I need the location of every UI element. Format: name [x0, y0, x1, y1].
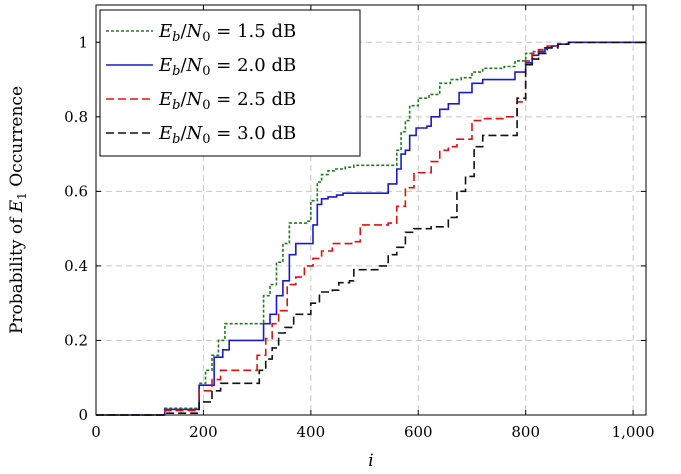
- legend-box: [99, 9, 361, 157]
- tick-group: 0 200 400 600 800 1,000 0 0.2 0.4 0.6 0.8 1: [64, 5, 655, 441]
- series-line-3.0: [96, 41, 646, 416]
- y-tick-label: 0.8: [64, 108, 88, 126]
- y-tick-label: 0.2: [64, 331, 88, 349]
- y-axis-label-var: E: [7, 199, 27, 213]
- legend-entry: Eb/N0 = 1.5 dB: [158, 21, 296, 45]
- y-tick-label: 0.4: [64, 257, 88, 275]
- x-axis-label-text: i: [368, 451, 373, 471]
- series-line-2.5: [96, 41, 646, 416]
- y-tick-label: 0: [78, 406, 88, 424]
- x-tick-label: 400: [297, 423, 326, 441]
- series-line-2.0: [96, 41, 646, 416]
- svg-text:Probability of E1 Occurrence: Probability of E1 Occurrence: [7, 86, 29, 334]
- x-tick-label: 800: [511, 423, 540, 441]
- x-tick-label: 1,000: [612, 423, 655, 441]
- y-tick-label: 0.6: [64, 182, 88, 200]
- x-tick-label: 200: [189, 423, 218, 441]
- legend-entry: Eb/N0 = 2.5 dB: [158, 89, 296, 113]
- series-group: [96, 41, 646, 416]
- y-axis-label-prefix: Probability of: [7, 212, 27, 334]
- series-line-1.5: [96, 41, 646, 416]
- y-tick-label: 1: [78, 33, 88, 51]
- y-axis-label-sub: 1: [15, 192, 29, 200]
- x-tick-label: 0: [91, 423, 101, 441]
- plot-frame: [95, 4, 647, 416]
- legend-entry: Eb/N0 = 2.0 dB: [158, 55, 296, 79]
- y-axis-label-suffix: Occurrence: [7, 86, 27, 192]
- x-axis-label: i: [368, 451, 373, 471]
- legend: Eb/N0 = 1.5 dB Eb/N0 = 2.0 dB Eb/N0 = 2.5 …: [99, 9, 361, 157]
- y-axis-label: Probability of E1 Occurrence: [7, 86, 29, 334]
- x-tick-label: 600: [404, 423, 433, 441]
- legend-entry: Eb/N0 = 3.0 dB: [158, 123, 296, 147]
